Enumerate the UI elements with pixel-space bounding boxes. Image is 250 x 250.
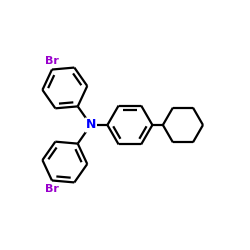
Text: Br: Br — [45, 184, 59, 194]
Text: N: N — [86, 118, 96, 132]
Text: Br: Br — [45, 56, 59, 66]
